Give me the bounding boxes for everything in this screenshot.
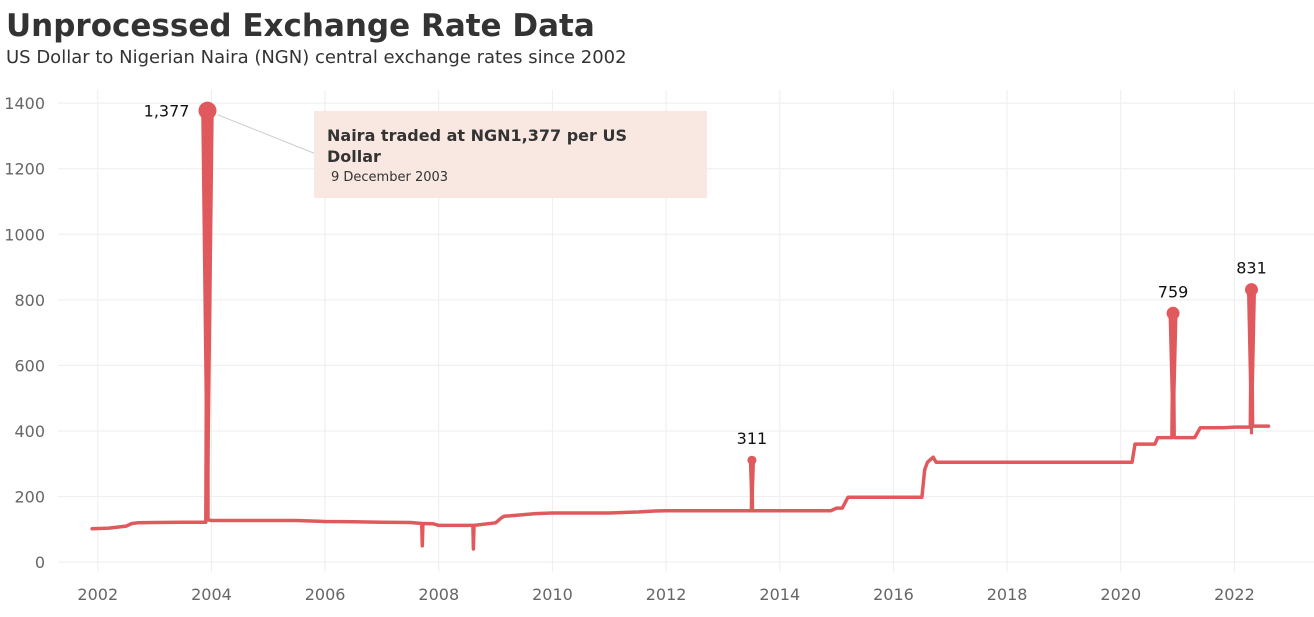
x-tick-label: 2010 — [532, 585, 573, 604]
y-axis-ticks: 0 200 400 600 800 1000 1200 1400 — [4, 94, 45, 572]
annotation-date: 9 December 2003 — [331, 170, 449, 185]
spike-body — [748, 460, 756, 511]
x-tick-label: 2012 — [646, 585, 687, 604]
y-tick-label: 200 — [14, 488, 45, 507]
chart-title: Unprocessed Exchange Rate Data — [6, 8, 595, 44]
x-tick-label: 2014 — [759, 585, 800, 604]
y-tick-label: 600 — [14, 356, 45, 375]
data-label: 311 — [737, 429, 768, 448]
spike-body — [1168, 313, 1178, 435]
annotation-leader-line — [217, 114, 317, 155]
y-tick-label: 800 — [14, 291, 45, 310]
x-tick-label: 2022 — [1214, 585, 1255, 604]
annotation-box: Naira traded at NGN1,377 per US Dollar 9… — [314, 111, 707, 198]
peak-marker — [1166, 306, 1180, 320]
x-tick-label: 2018 — [987, 585, 1028, 604]
data-labels: 1,377 311 759 831 — [144, 102, 1267, 449]
data-label: 759 — [1158, 282, 1189, 301]
y-tick-label: 400 — [14, 422, 45, 441]
x-tick-label: 2020 — [1100, 585, 1141, 604]
y-tick-label: 1000 — [4, 225, 45, 244]
x-tick-label: 2008 — [418, 585, 459, 604]
x-tick-label: 2002 — [77, 585, 118, 604]
peak-marker — [747, 455, 757, 465]
x-axis-ticks: 2002 2004 2006 2008 2010 2012 2014 2016 2018 2020… — [77, 585, 1254, 604]
chart-subtitle: US Dollar to Nigerian Naira (NGN) centra… — [6, 47, 627, 68]
data-label: 831 — [1236, 259, 1267, 278]
x-tick-label: 2006 — [305, 585, 346, 604]
y-tick-label: 1400 — [4, 94, 45, 113]
data-label: 1,377 — [144, 102, 190, 121]
annotation-title: Naira traded at NGN1,377 per US Dollar — [327, 126, 627, 166]
x-tick-label: 2016 — [873, 585, 914, 604]
x-tick-label: 2004 — [191, 585, 232, 604]
plot-area — [90, 101, 1271, 551]
exchange-rate-line — [90, 108, 1271, 551]
peak-marker — [1244, 283, 1258, 297]
spike-body — [201, 110, 214, 520]
peak-marker — [198, 101, 217, 120]
y-tick-label: 0 — [35, 553, 45, 572]
y-tick-label: 1200 — [4, 160, 45, 179]
spike-body — [1246, 289, 1257, 435]
